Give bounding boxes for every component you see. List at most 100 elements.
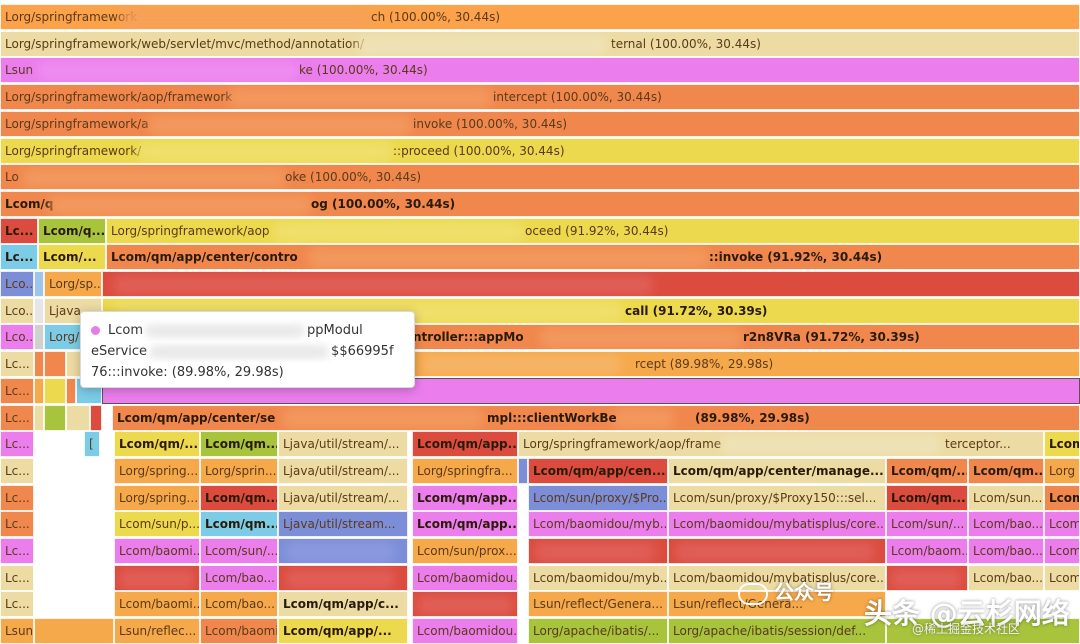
flame-frame[interactable]	[668, 538, 886, 564]
flame-frame[interactable]: Lcom/qm/app/center/manage...	[668, 457, 886, 484]
flame-frame[interactable]: Lc...	[0, 431, 34, 458]
flame-frame[interactable]: Lcom/bao...	[200, 564, 278, 591]
flame-frame[interactable]: Lco...	[0, 297, 34, 324]
flame-frame[interactable]: Lcom	[1044, 431, 1080, 458]
flame-frame[interactable]: Lcom/baomidou...	[412, 564, 518, 591]
flame-frame[interactable]: Lcom/qm/app/center/contro::invoke (91.92…	[106, 244, 1080, 271]
flame-frame[interactable]: Lorg/springfra...	[412, 457, 518, 484]
flame-frame[interactable]: Lcom/sun/prox...	[412, 538, 518, 564]
flame-frame[interactable]	[34, 324, 44, 351]
flame-frame[interactable]: Lcom/qm/app...	[412, 484, 518, 511]
flame-frame[interactable]: Lorg	[1044, 457, 1080, 484]
flame-frame[interactable]	[412, 591, 518, 618]
flame-frame[interactable]	[44, 404, 66, 431]
flame-frame[interactable]	[886, 564, 968, 591]
flame-frame[interactable]: Ljava/util/stream/...	[278, 457, 408, 484]
flame-frame[interactable]	[886, 618, 1080, 644]
flame-frame[interactable]: Lcom/sun/p...	[114, 511, 200, 538]
flame-frame[interactable]: Ljava/util/stream...	[278, 511, 408, 538]
flame-frame[interactable]: Lorg/springframework/web/servlet/mvc/met…	[0, 30, 1080, 57]
flame-frame[interactable]	[90, 404, 102, 431]
flame-frame[interactable]: Lorg/apache/ibatis/session/def...	[668, 618, 886, 644]
flame-frame[interactable]: Lcom/baomidou/mybatisplus/core...	[668, 511, 886, 538]
flame-frame[interactable]: Lorg/springframework/aop/framework interc…	[0, 84, 1080, 111]
flame-frame[interactable]: Lcom/baomi...	[114, 591, 200, 618]
flame-frame[interactable]: Lsun/reflec...	[0, 618, 34, 644]
flame-frame[interactable]: Lcom/qm...	[200, 511, 278, 538]
flame-frame[interactable]: Lcom/qm/app...	[412, 431, 518, 458]
flame-frame[interactable]: Lcom/baomidou/myb...	[528, 511, 668, 538]
flame-frame[interactable]: Lorg/springframework ch (100.00%, 30.44s)	[0, 4, 1080, 30]
flame-frame[interactable]: Lsun/reflect/Genera...	[528, 591, 668, 618]
flame-frame[interactable]: Lcom/...	[38, 244, 106, 271]
flame-frame[interactable]: Lcom/qm...	[200, 484, 278, 511]
flame-frame[interactable]	[278, 564, 408, 591]
flame-frame[interactable]: Lcom	[1044, 538, 1080, 564]
flame-frame[interactable]: Lcom/bao...	[200, 591, 278, 618]
flame-frame[interactable]: Lcom/baomidou/mybatisplus/core...	[668, 564, 886, 591]
flame-frame[interactable]: Lcom/qm...	[968, 457, 1044, 484]
flame-frame[interactable]: Lco...	[0, 271, 34, 297]
flame-frame[interactable]: Lcom/baomidou...	[200, 618, 278, 644]
flame-frame[interactable]: Lorg/springframework/::proceed (100.00%,…	[0, 137, 1080, 164]
flame-frame[interactable]	[34, 271, 44, 297]
flame-frame[interactable]	[34, 351, 44, 378]
flame-frame[interactable]	[34, 297, 44, 324]
flame-frame[interactable]: Lc...	[0, 244, 38, 271]
flame-frame[interactable]: Lcom/sun/proxy/$Proxy150:::sel...	[668, 484, 886, 511]
flame-frame[interactable]: Ljava/util/stream/...	[278, 431, 408, 458]
flame-frame[interactable]	[102, 271, 1080, 297]
flame-frame[interactable]	[34, 404, 44, 431]
flame-frame[interactable]: Lcom/sun/...	[200, 538, 278, 564]
flame-frame[interactable]: Lcom/baomidou/myb...	[528, 564, 668, 591]
flame-frame[interactable]: Lorg/apache/ibatis/...	[528, 618, 668, 644]
flame-frame[interactable]: Lo oke (100.00%, 30.44s)	[0, 164, 1080, 191]
flame-frame[interactable]: Lcom/qm/...	[886, 457, 968, 484]
flame-frame[interactable]: Lcom/q...	[38, 217, 106, 244]
flame-frame[interactable]: Ljava/util/stream/...	[278, 484, 408, 511]
flame-frame[interactable]: Lcom/bao...	[968, 511, 1044, 538]
flame-frame[interactable]: Lorg/springframework/aop oceed (91.92%, 3…	[106, 217, 1080, 244]
flame-frame[interactable]: Lsun/reflec...	[114, 618, 200, 644]
flame-frame[interactable]: Lorg/sp...	[44, 271, 102, 297]
flame-frame[interactable]: Lcom/qm/app...	[412, 511, 518, 538]
flame-frame[interactable]: Lcom/qm/app/...	[278, 618, 408, 644]
flame-frame[interactable]	[278, 538, 408, 564]
flame-frame[interactable]	[518, 457, 528, 484]
flame-frame[interactable]: Lcom/q og (100.00%, 30.44s)	[0, 190, 1080, 217]
flame-frame[interactable]: Lc...	[0, 377, 34, 404]
flame-frame[interactable]: Lc...	[0, 457, 34, 484]
flame-frame[interactable]: Lsun ke (100.00%, 30.44s)	[0, 57, 1080, 84]
flame-frame[interactable]: Lc...	[0, 484, 34, 511]
flame-frame[interactable]	[66, 377, 76, 404]
flame-frame[interactable]: Lcom	[1044, 511, 1080, 538]
flame-frame[interactable]: Lorg/spring...	[114, 457, 200, 484]
flame-frame[interactable]	[114, 564, 200, 591]
flame-frame[interactable]: Lcom/baomidou...	[412, 618, 518, 644]
flame-frame[interactable]: Lcom/qm/...	[114, 431, 200, 458]
flame-frame[interactable]: Lc...	[0, 564, 34, 591]
flame-frame[interactable]: Lcom/qm...	[886, 484, 968, 511]
flame-frame[interactable]: Lcom/sun...	[968, 484, 1044, 511]
flame-frame[interactable]: Lc...	[0, 351, 34, 378]
flame-frame[interactable]: Lorg/sprin...	[200, 457, 278, 484]
flame-frame[interactable]: Lcom/sun/...	[886, 511, 968, 538]
flame-frame[interactable]: Lcom/bao...	[968, 564, 1044, 591]
flame-frame[interactable]: [	[84, 431, 100, 458]
flame-frame[interactable]: Lcom/qm/app/c...	[278, 591, 408, 618]
flame-frame[interactable]: Lcom	[1044, 484, 1080, 511]
flame-frame[interactable]: Lcom/bao...	[968, 538, 1044, 564]
flame-frame[interactable]: Lsun/reflect/Genera...	[668, 591, 886, 618]
flame-frame[interactable]: Lcom	[1044, 564, 1080, 591]
flame-frame[interactable]: Lc...	[0, 538, 34, 564]
flame-frame[interactable]	[66, 404, 90, 431]
flame-frame[interactable]: Lcom/baom...	[886, 538, 968, 564]
flame-frame[interactable]	[44, 351, 66, 378]
flame-frame[interactable]: Lorg/spring...	[114, 484, 200, 511]
flame-frame[interactable]: Lcom/baomi...	[114, 538, 200, 564]
flame-frame[interactable]: Lcom/qm/app/cen...	[528, 457, 668, 484]
flame-frame[interactable]: Lc...	[0, 404, 34, 431]
flame-frame[interactable]: Lc...	[0, 591, 34, 618]
flame-frame[interactable]: Lcom/qm/app/center/se mpl:::clientWorkBe (…	[112, 404, 1080, 431]
flame-frame[interactable]	[34, 377, 44, 404]
